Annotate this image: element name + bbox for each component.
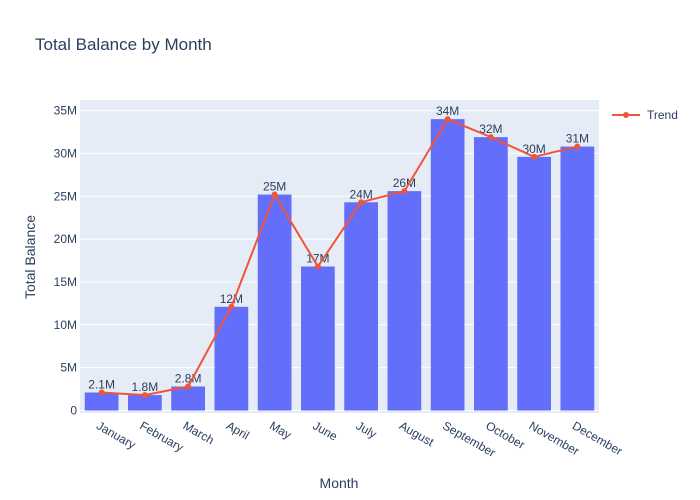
bar bbox=[214, 306, 249, 411]
y-tick-label: 0 bbox=[70, 404, 77, 418]
plot-area bbox=[80, 100, 599, 413]
trend-point bbox=[228, 303, 235, 310]
x-axis-title: Month bbox=[320, 475, 359, 491]
x-tick-label: June bbox=[310, 418, 340, 443]
trend-point bbox=[401, 188, 408, 195]
bar bbox=[128, 395, 162, 411]
x-tick-label: July bbox=[354, 418, 379, 441]
legend-trend-label: Trend bbox=[647, 108, 678, 122]
trend-point bbox=[185, 383, 192, 390]
bar bbox=[430, 119, 465, 411]
bar bbox=[517, 156, 551, 411]
chart-title: Total Balance by Month bbox=[35, 35, 212, 54]
x-tick-label: March bbox=[181, 418, 217, 447]
trend-point bbox=[487, 134, 494, 141]
bar-data-label: 1.8M bbox=[132, 380, 159, 394]
bar-data-label: 31M bbox=[566, 132, 589, 146]
bar-data-label: 32M bbox=[479, 122, 502, 136]
bar-data-label: 12M bbox=[220, 292, 243, 306]
y-tick-label: 5M bbox=[60, 361, 77, 375]
y-tick-label: 10M bbox=[54, 318, 77, 332]
x-tick-label: December bbox=[570, 418, 625, 458]
bar-data-label: 2.1M bbox=[88, 378, 115, 392]
bar-data-label: 34M bbox=[436, 104, 459, 118]
bars bbox=[84, 119, 595, 411]
legend-trend-marker bbox=[623, 112, 629, 118]
x-tick-label: May bbox=[267, 418, 294, 441]
trend-line bbox=[98, 116, 581, 399]
trend-point bbox=[574, 143, 581, 150]
y-tick-label: 30M bbox=[54, 146, 77, 160]
y-axis-title: Total Balance bbox=[22, 215, 38, 299]
trend-line-path bbox=[101, 117, 578, 397]
trend-point bbox=[531, 153, 538, 160]
trend-point bbox=[271, 191, 278, 198]
x-tick-label: August bbox=[397, 418, 437, 449]
gridlines bbox=[80, 110, 599, 411]
bar bbox=[84, 392, 119, 411]
x-tick-label: January bbox=[94, 418, 138, 451]
bar-data-label: 30M bbox=[522, 142, 545, 156]
legend[interactable]: Trend bbox=[612, 108, 678, 122]
bar bbox=[257, 194, 292, 411]
bar bbox=[560, 146, 595, 411]
bar bbox=[344, 202, 378, 411]
bar-data-label: 25M bbox=[263, 180, 286, 194]
trend-point bbox=[358, 199, 365, 206]
x-tick-label: April bbox=[224, 418, 252, 442]
bar-data-label: 2.8M bbox=[175, 372, 202, 386]
bar bbox=[301, 266, 335, 411]
bar bbox=[387, 191, 422, 411]
y-tick-label: 15M bbox=[54, 275, 77, 289]
y-tick-label: 20M bbox=[54, 232, 77, 246]
trend-point bbox=[444, 116, 451, 123]
bar bbox=[474, 137, 508, 411]
trend-point bbox=[141, 392, 148, 399]
bar-data-label: 24M bbox=[349, 187, 372, 201]
y-axis-ticks: 0 5M 10M 15M 20M 25M 30M 35M bbox=[54, 104, 78, 418]
bar bbox=[171, 386, 205, 411]
x-tick-label: February bbox=[137, 418, 186, 454]
trend-point bbox=[314, 263, 321, 270]
y-tick-label: 35M bbox=[54, 104, 77, 118]
trend-point bbox=[98, 389, 105, 396]
y-tick-label: 25M bbox=[54, 189, 77, 203]
